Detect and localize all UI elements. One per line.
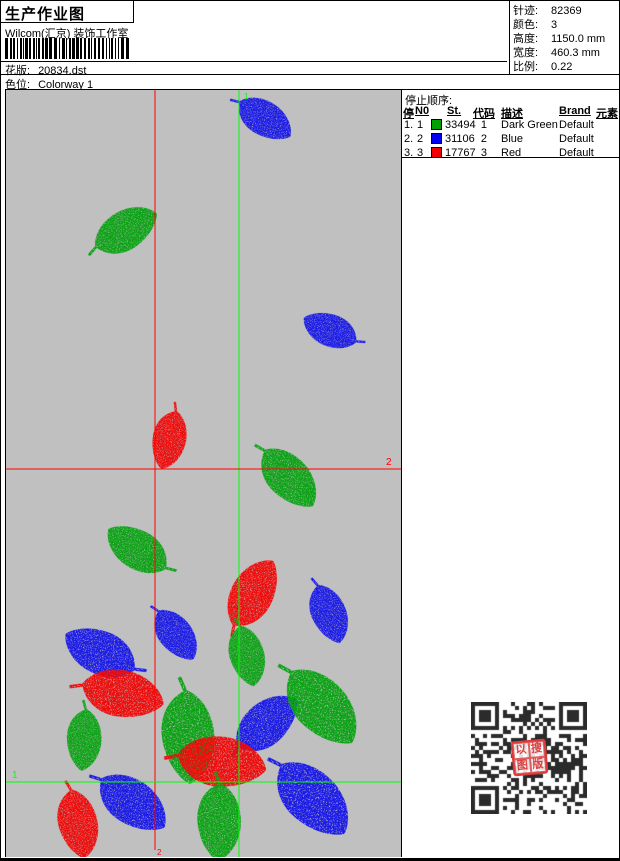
table-row: 3. 3 17767 3 Red Default: [404, 147, 594, 159]
page-title: 生产作业图: [5, 6, 86, 23]
stop-sequence-title: 停止顺序:: [405, 95, 453, 107]
svg-text:2: 2: [157, 848, 162, 857]
barcode: [5, 38, 131, 59]
embroidery-design-preview: 2 1 2 1: [6, 80, 402, 858]
col-code: 代码: [473, 108, 495, 120]
stats-left-border: [509, 1, 510, 74]
col-needle: N0: [415, 105, 430, 117]
thread-color-swatch: [431, 133, 442, 144]
search-by-image-stamp: 以 搜 图 版: [510, 738, 549, 777]
title-box: 生产作业图: [1, 1, 134, 23]
col-brand: Brand: [559, 105, 591, 117]
stat-height: 高度: 1150.0 mm: [513, 33, 606, 45]
svg-text:1: 1: [244, 92, 249, 101]
design-canvas: 2 1 2 1: [5, 80, 402, 858]
colorway-value: Colorway 1: [38, 79, 94, 91]
stat-scale: 比例: 0.22: [513, 61, 573, 73]
header-divider-2: [1, 74, 619, 75]
colorway-label: 色位:: [5, 79, 31, 91]
stat-colors: 颜色: 3: [513, 19, 558, 31]
table-row: 1. 1 33494 1 Dark Green Default: [404, 119, 594, 131]
table-bottom-border: [401, 157, 619, 158]
stat-width: 宽度: 460.3 mm: [513, 47, 600, 59]
studio-name: Wilcom(汇京) 装饰工作室: [5, 28, 129, 40]
svg-text:1: 1: [12, 770, 18, 781]
stats-box: 针迹: 82369 颜色: 3 高度: 1150.0 mm 宽度: 460.3 mm 比…: [513, 4, 605, 74]
stat-stitches: 针迹: 82369: [513, 5, 582, 17]
svg-text:2: 2: [386, 457, 392, 468]
col-description: 描述: [501, 108, 523, 120]
col-element: 元素: [596, 108, 618, 120]
header-divider-1: [1, 61, 507, 62]
col-stitches: St.: [447, 105, 462, 117]
col-stop: 停: [403, 108, 414, 120]
thread-color-swatch: [431, 119, 442, 130]
table-row: 2. 2 31106 2 Blue Default: [404, 133, 594, 145]
colorway-row: 色位: Colorway 1: [5, 76, 93, 92]
stop-sequence-header: 停 N0 St. 代码 描述 Brand 元素: [402, 105, 619, 120]
